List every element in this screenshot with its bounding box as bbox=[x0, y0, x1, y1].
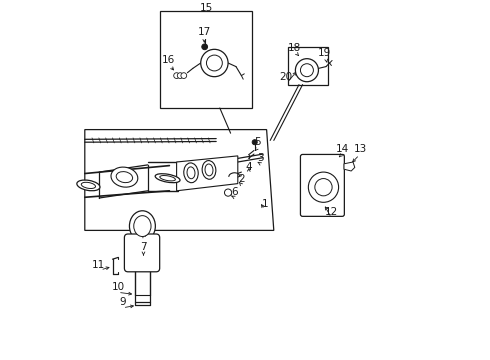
Text: 3: 3 bbox=[257, 153, 264, 163]
Ellipse shape bbox=[155, 174, 180, 183]
Text: 6: 6 bbox=[231, 187, 238, 197]
Polygon shape bbox=[176, 156, 238, 191]
Ellipse shape bbox=[184, 163, 198, 183]
Text: 4: 4 bbox=[245, 162, 252, 172]
Text: 1: 1 bbox=[262, 199, 268, 209]
Text: 13: 13 bbox=[354, 144, 367, 154]
Text: 20: 20 bbox=[279, 72, 292, 82]
Circle shape bbox=[308, 172, 339, 202]
Text: 7: 7 bbox=[140, 242, 147, 252]
Ellipse shape bbox=[77, 180, 100, 191]
Circle shape bbox=[300, 64, 314, 77]
Text: 5: 5 bbox=[254, 137, 261, 147]
Text: 14: 14 bbox=[336, 144, 349, 154]
Ellipse shape bbox=[205, 164, 213, 176]
Circle shape bbox=[206, 55, 222, 71]
Text: 17: 17 bbox=[197, 27, 211, 37]
Circle shape bbox=[201, 49, 228, 77]
Ellipse shape bbox=[81, 182, 96, 189]
Text: 18: 18 bbox=[288, 43, 301, 53]
Circle shape bbox=[252, 140, 257, 145]
Circle shape bbox=[177, 73, 183, 78]
Text: 16: 16 bbox=[162, 55, 175, 66]
Circle shape bbox=[202, 44, 208, 50]
Polygon shape bbox=[85, 130, 274, 230]
Circle shape bbox=[174, 73, 179, 78]
Text: 8: 8 bbox=[142, 228, 148, 238]
Circle shape bbox=[224, 189, 232, 196]
Text: 15: 15 bbox=[200, 3, 213, 13]
Circle shape bbox=[315, 179, 332, 196]
Ellipse shape bbox=[111, 167, 138, 187]
Ellipse shape bbox=[134, 216, 151, 237]
Bar bbox=[160, 11, 252, 108]
Circle shape bbox=[181, 73, 187, 78]
Bar bbox=[288, 47, 328, 85]
Text: 12: 12 bbox=[325, 207, 338, 217]
Circle shape bbox=[295, 59, 318, 82]
Ellipse shape bbox=[202, 161, 216, 179]
Text: 19: 19 bbox=[318, 48, 331, 58]
Text: 10: 10 bbox=[111, 282, 124, 292]
FancyBboxPatch shape bbox=[300, 154, 344, 216]
Ellipse shape bbox=[187, 167, 195, 179]
Ellipse shape bbox=[129, 211, 155, 242]
Text: 2: 2 bbox=[238, 174, 245, 184]
Polygon shape bbox=[344, 162, 355, 171]
Ellipse shape bbox=[116, 172, 133, 183]
Text: 9: 9 bbox=[119, 297, 126, 307]
Text: 11: 11 bbox=[92, 260, 105, 270]
Ellipse shape bbox=[160, 176, 175, 181]
FancyBboxPatch shape bbox=[124, 234, 160, 272]
